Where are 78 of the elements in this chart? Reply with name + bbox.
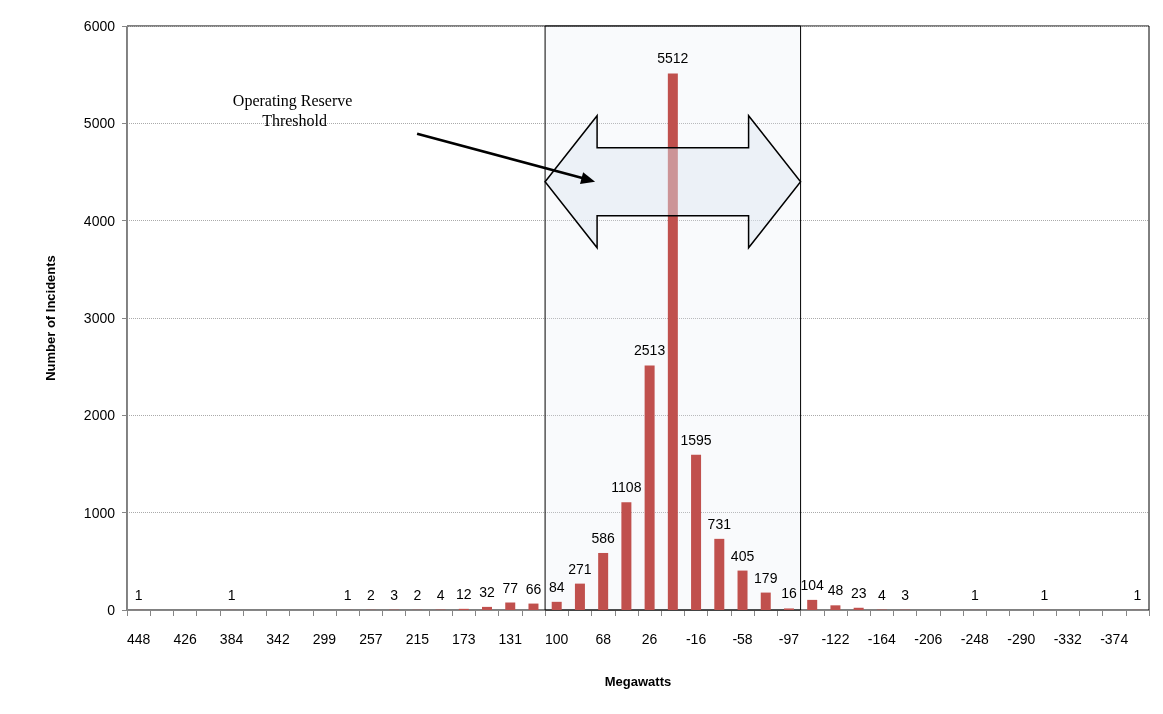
x-tick-label: -332: [1053, 631, 1082, 647]
data-label: 84: [548, 578, 565, 595]
data-label: 271: [568, 560, 592, 577]
x-tick-label: 173: [452, 631, 476, 647]
x-axis-title: Megawatts: [604, 674, 672, 689]
bar: [714, 538, 725, 610]
bar: [505, 602, 516, 610]
bar: [667, 73, 678, 610]
x-tick-label: 342: [266, 631, 290, 647]
data-label: 1108: [611, 479, 642, 496]
data-label: 16: [781, 585, 797, 602]
x-tick-label: 257: [359, 631, 383, 647]
y-tick-label: 5000: [83, 115, 116, 132]
x-tick-label: 100: [545, 631, 569, 647]
data-label: 1: [970, 586, 979, 603]
data-label: 12: [456, 585, 472, 602]
bar: [621, 502, 632, 610]
y-tick-label: 3000: [83, 310, 116, 326]
data-label: 179: [754, 569, 778, 586]
x-tick-label: -248: [960, 631, 990, 647]
data-label: 3: [901, 586, 910, 603]
data-label: 77: [502, 579, 519, 596]
x-tick-label: 131: [498, 631, 523, 647]
bar: [807, 599, 818, 610]
data-label: 731: [707, 515, 732, 532]
x-tick-label: -58: [732, 631, 753, 647]
data-label: 4: [877, 586, 886, 603]
data-label: 4: [436, 586, 445, 603]
x-tick-label: -122: [821, 631, 850, 647]
band-label: Operating Reserve Threshold: [232, 92, 357, 129]
x-tick-label: -97: [778, 631, 800, 647]
data-label: 2513: [634, 342, 666, 359]
y-tick-label: 2000: [83, 407, 116, 424]
data-label: 1595: [680, 431, 712, 448]
x-tick-label: -290: [1007, 631, 1036, 647]
y-axis-title: Number of Incidents: [43, 255, 58, 381]
data-label: 1: [134, 586, 143, 603]
data-label: 1: [343, 586, 352, 603]
bar: [644, 365, 655, 610]
data-label: 23: [850, 584, 867, 601]
bar: [853, 607, 864, 610]
bar: [482, 606, 493, 610]
bar: [598, 552, 609, 610]
data-label: 1: [227, 586, 236, 603]
bar: [737, 570, 748, 610]
bar: [528, 603, 539, 610]
data-label: 3: [390, 586, 399, 603]
bar: [574, 583, 585, 610]
data-label: 2: [366, 586, 375, 603]
data-label: 66: [525, 580, 542, 597]
y-tick-label: 1000: [83, 504, 116, 521]
x-tick-label: -16: [685, 631, 707, 647]
data-label: 1: [1133, 586, 1142, 603]
data-label: 405: [730, 547, 755, 564]
x-tick-label: 426: [173, 631, 197, 647]
y-tick-label: 0: [107, 602, 116, 618]
bar: [691, 454, 702, 610]
bar: [760, 592, 771, 610]
x-tick-label: 384: [219, 631, 244, 647]
x-tick-label: -164: [867, 631, 897, 647]
data-label: 104: [800, 576, 825, 593]
data-label: 5512: [657, 50, 689, 67]
x-tick-label: 448: [126, 631, 151, 647]
data-label: 586: [591, 529, 616, 546]
y-tick-label: 4000: [83, 212, 116, 229]
bar: [551, 601, 562, 610]
x-tick-label: 26: [641, 631, 658, 647]
bar: [830, 605, 841, 610]
data-label: 1: [1040, 586, 1049, 603]
x-tick-label: 215: [405, 631, 430, 647]
data-label: 32: [479, 583, 496, 600]
x-tick-label: -206: [914, 631, 943, 647]
x-tick-label: 299: [312, 631, 337, 647]
x-tick-label: 68: [595, 631, 612, 647]
x-tick-label: -374: [1100, 631, 1129, 647]
y-tick-label: 6000: [83, 18, 116, 34]
data-label: 2: [413, 586, 422, 603]
data-label: 48: [827, 582, 844, 599]
